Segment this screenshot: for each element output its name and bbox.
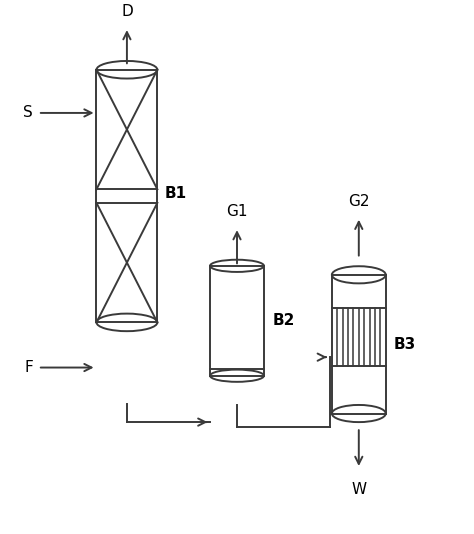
- Text: G2: G2: [348, 194, 370, 209]
- Text: B2: B2: [272, 313, 294, 328]
- Text: F: F: [25, 360, 33, 375]
- Text: B1: B1: [164, 186, 186, 201]
- Text: S: S: [24, 105, 33, 121]
- Text: W: W: [351, 482, 366, 497]
- Text: D: D: [121, 4, 133, 19]
- Text: G1: G1: [226, 205, 248, 219]
- Text: B3: B3: [394, 336, 416, 352]
